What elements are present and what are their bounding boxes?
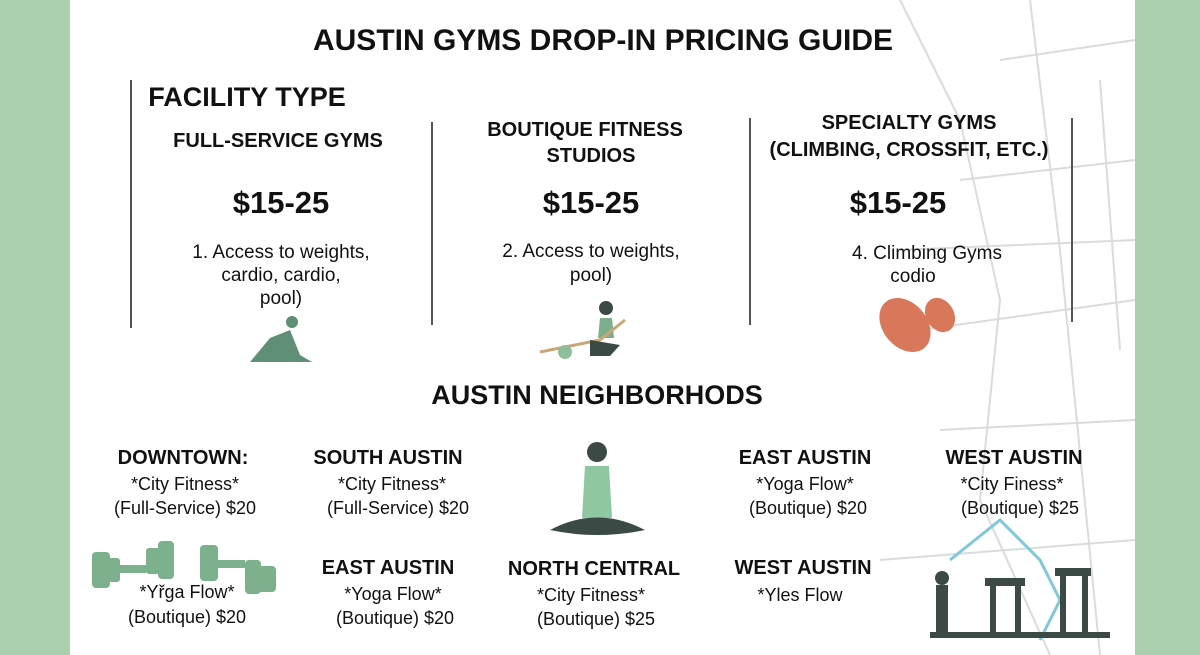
neighborhood-name: EAST AUSTIN — [738, 447, 872, 469]
gym-name: *City Fitness* — [337, 474, 447, 494]
column-name: STUDIOS — [546, 145, 636, 167]
icon-equipment — [930, 568, 1110, 638]
gym-detail: (Boutique) $25 — [960, 498, 1080, 518]
description: pool) — [569, 265, 613, 286]
description: 1. Access to weights, — [192, 242, 370, 263]
gym-name: *City Fitness* — [130, 474, 240, 494]
gym-name: *Yoga Flow* — [344, 584, 442, 604]
column-name: SPECIALTY GYMS — [821, 112, 997, 134]
neighborhood-name: WEST AUSTIN — [734, 557, 872, 579]
gym-detail: (Full-Service) $20 — [113, 498, 257, 518]
price: $15-25 — [542, 185, 640, 220]
neighborhood-name: NORTH CENTRAL — [507, 558, 681, 580]
gym-detail: (Full-Service) $20 — [326, 498, 470, 518]
divider — [130, 80, 132, 328]
divider — [749, 118, 751, 325]
description: cardio, cardio, — [221, 265, 341, 286]
section-heading: FACILITY TYPE — [148, 82, 346, 112]
river — [949, 517, 1062, 641]
divider — [1071, 118, 1073, 322]
divider — [431, 122, 433, 325]
gym-name: *Yles Flow — [757, 585, 843, 605]
gym-name: *City Finess* — [960, 474, 1064, 494]
description: codio — [890, 266, 936, 287]
neighborhood-name: DOWNTOWN: — [117, 447, 249, 469]
gym-name: *Yřga Flow* — [139, 582, 235, 602]
gym-detail: (Boutique) $20 — [335, 608, 455, 628]
icon-yoga — [550, 442, 645, 535]
title: AUSTIN GYMS DROP-IN PRICING GUIDE — [312, 24, 894, 57]
gym-detail: (Boutique) $20 — [127, 607, 247, 627]
gym-detail: (Boutique) $20 — [748, 498, 868, 518]
description: 4. Climbing Gyms — [852, 243, 1002, 264]
neighborhood-name: SOUTH AUSTIN — [313, 447, 463, 469]
description: pool) — [259, 288, 303, 309]
icon-holds — [879, 297, 956, 352]
section-heading: AUSTIN NEIGHBORHODS — [431, 380, 763, 410]
price: $15-25 — [232, 185, 330, 220]
neighborhood-name: EAST AUSTIN — [321, 557, 455, 579]
column-name: (CLIMBING, CROSSFIT, ETC.) — [769, 139, 1049, 161]
icon-dumbbells — [92, 541, 276, 594]
description: 2. Access to weights, — [502, 241, 680, 262]
column-name: FULL-SERVICE GYMS — [173, 130, 383, 152]
price: $15-25 — [849, 185, 947, 220]
gym-detail: (Boutique) $25 — [536, 609, 656, 629]
gym-name: *Yoga Flow* — [756, 474, 854, 494]
column-name: BOUTIQUE FITNESS — [487, 119, 683, 141]
icon-balance — [539, 301, 626, 359]
neighborhood-name: WEST AUSTIN — [945, 447, 1083, 469]
map — [879, 0, 1136, 655]
gym-name: *City Fitness* — [536, 585, 646, 605]
icon-stretch — [250, 316, 312, 362]
